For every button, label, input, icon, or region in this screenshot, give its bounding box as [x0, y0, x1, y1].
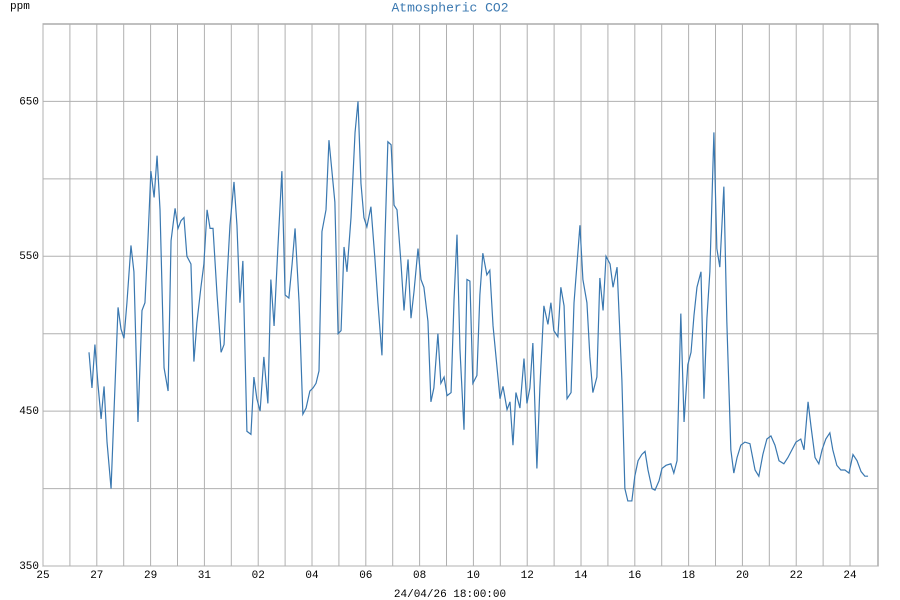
y-tick-label: 350	[19, 561, 39, 573]
x-tick-label: 02	[252, 570, 265, 582]
x-tick-label: 16	[628, 570, 641, 582]
x-tick-label: 10	[467, 570, 480, 582]
x-tick-label: 04	[305, 570, 319, 582]
x-tick-label: 06	[359, 570, 372, 582]
x-tick-label: 20	[736, 570, 749, 582]
y-tick-label: 450	[19, 406, 39, 418]
chart-title: Atmospheric CO2	[391, 0, 508, 15]
x-tick-label: 12	[521, 570, 534, 582]
plot-frame	[42, 23, 879, 567]
y-axis-label: ppm	[10, 1, 30, 13]
x-tick-label: 14	[574, 570, 588, 582]
x-tick-label: 24	[843, 570, 857, 582]
x-tick-label: 27	[90, 570, 103, 582]
x-axis-label: 24/04/26 18:00:00	[394, 589, 506, 600]
y-tick-label: 650	[19, 96, 39, 108]
x-tick-label: 22	[790, 570, 803, 582]
x-tick-label: 25	[36, 570, 49, 582]
x-tick-label: 08	[413, 570, 426, 582]
x-tick-label: 31	[198, 570, 212, 582]
x-tick-label: 18	[682, 570, 695, 582]
x-tick-label: 29	[144, 570, 157, 582]
y-tick-label: 550	[19, 251, 39, 263]
data-line	[88, 101, 869, 502]
